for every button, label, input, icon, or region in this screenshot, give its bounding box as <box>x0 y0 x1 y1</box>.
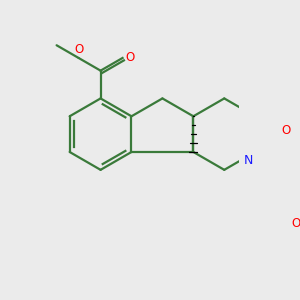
Text: O: O <box>125 52 134 64</box>
Text: O: O <box>282 124 291 137</box>
Text: O: O <box>292 217 300 230</box>
Text: O: O <box>74 44 83 56</box>
Text: N: N <box>244 154 254 166</box>
